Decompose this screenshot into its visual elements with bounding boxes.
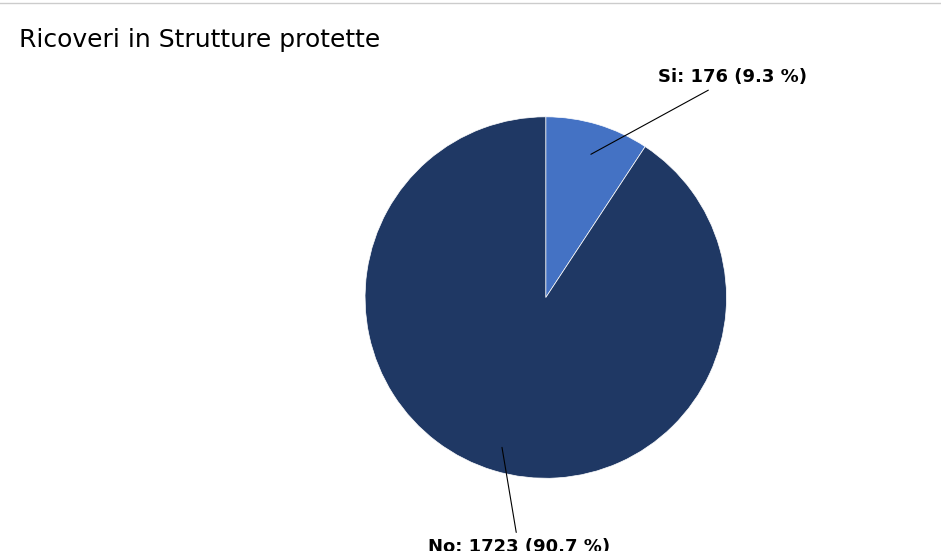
Text: Si: 176 (9.3 %): Si: 176 (9.3 %) <box>591 68 806 154</box>
Wedge shape <box>546 117 646 298</box>
Text: No: 1723 (90.7 %): No: 1723 (90.7 %) <box>427 447 610 551</box>
Wedge shape <box>365 117 726 478</box>
Text: Ricoveri in Strutture protette: Ricoveri in Strutture protette <box>19 28 380 52</box>
